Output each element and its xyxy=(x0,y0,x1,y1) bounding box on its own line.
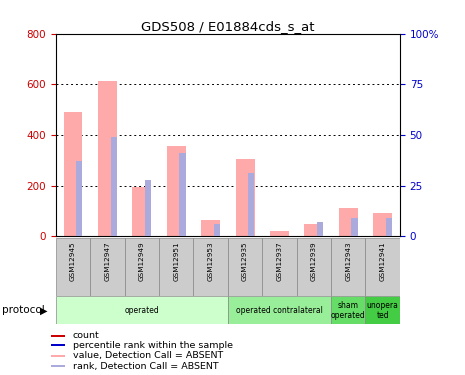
Bar xyxy=(248,174,254,236)
Bar xyxy=(236,159,254,236)
Bar xyxy=(133,187,151,236)
Bar xyxy=(317,222,323,236)
Text: GSM12953: GSM12953 xyxy=(208,241,213,280)
Bar xyxy=(145,180,151,236)
Bar xyxy=(339,209,358,236)
Bar xyxy=(76,161,82,236)
Bar xyxy=(51,355,65,357)
Text: count: count xyxy=(73,332,100,340)
Text: percentile rank within the sample: percentile rank within the sample xyxy=(73,341,233,350)
Bar xyxy=(228,296,331,324)
Bar xyxy=(51,365,65,367)
Bar xyxy=(201,220,220,236)
Text: rank, Detection Call = ABSENT: rank, Detection Call = ABSENT xyxy=(73,362,219,370)
Bar xyxy=(51,335,65,337)
Bar xyxy=(386,218,392,236)
Text: GSM12949: GSM12949 xyxy=(139,241,145,280)
Bar xyxy=(331,238,365,296)
Bar xyxy=(214,224,220,236)
Bar xyxy=(111,137,117,236)
Bar xyxy=(51,344,65,346)
Bar xyxy=(262,238,297,296)
Bar xyxy=(90,238,125,296)
Text: protocol: protocol xyxy=(2,305,45,315)
Text: GSM12939: GSM12939 xyxy=(311,241,317,280)
Bar xyxy=(167,146,186,236)
Bar xyxy=(159,238,193,296)
Text: GSM12947: GSM12947 xyxy=(105,241,110,280)
Bar xyxy=(365,296,400,324)
Bar xyxy=(270,231,289,236)
Bar xyxy=(179,153,186,236)
Text: ▶: ▶ xyxy=(40,305,48,315)
Bar xyxy=(305,224,323,236)
Bar xyxy=(331,296,365,324)
Text: operated contralateral: operated contralateral xyxy=(236,306,323,315)
Bar xyxy=(193,238,228,296)
Text: GSM12951: GSM12951 xyxy=(173,241,179,280)
Text: GSM12937: GSM12937 xyxy=(277,241,282,280)
Title: GDS508 / E01884cds_s_at: GDS508 / E01884cds_s_at xyxy=(141,20,315,33)
Text: GSM12945: GSM12945 xyxy=(70,241,76,280)
Text: GSM12943: GSM12943 xyxy=(345,241,351,280)
Text: operated: operated xyxy=(125,306,159,315)
Bar xyxy=(297,238,331,296)
Text: sham
operated: sham operated xyxy=(331,301,365,320)
Bar xyxy=(365,238,400,296)
Bar xyxy=(125,238,159,296)
Bar xyxy=(373,213,392,236)
Bar xyxy=(64,112,82,236)
Bar xyxy=(352,218,358,236)
Text: value, Detection Call = ABSENT: value, Detection Call = ABSENT xyxy=(73,351,223,360)
Bar xyxy=(56,296,228,324)
Bar xyxy=(228,238,262,296)
Bar xyxy=(98,81,117,236)
Bar xyxy=(56,238,90,296)
Text: unopera
ted: unopera ted xyxy=(367,301,399,320)
Text: GSM12941: GSM12941 xyxy=(380,241,385,280)
Text: GSM12935: GSM12935 xyxy=(242,241,248,280)
